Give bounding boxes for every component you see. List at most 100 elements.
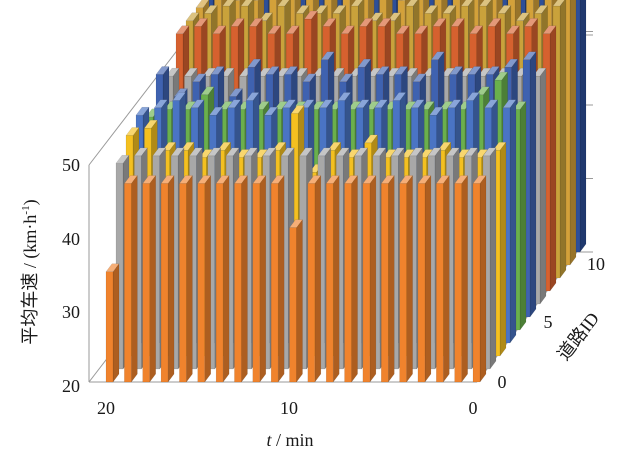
bar-top-face [280, 147, 295, 157]
bar-side-face [149, 174, 156, 383]
bar-top-face [125, 127, 140, 136]
bar-top-face [505, 25, 520, 34]
bar-top-face [449, 66, 464, 75]
bar-top-face [427, 147, 442, 157]
bar-side-face [332, 174, 340, 383]
bar-front-face [215, 183, 224, 383]
bar-top-face [412, 73, 427, 83]
bar-top-face [369, 12, 383, 21]
bar-top-face [222, 0, 235, 7]
bar-top-face [390, 147, 405, 157]
bar-top-face [362, 175, 377, 184]
bar-top-face [133, 147, 148, 157]
bar-top-face [115, 154, 130, 164]
bar-side-face [406, 174, 413, 383]
bar-top-face [255, 101, 270, 110]
bar-road-0-t-14 [215, 174, 230, 383]
bar-top-face [180, 141, 195, 151]
bar-side-face [241, 174, 248, 383]
bar-side-face [539, 67, 547, 305]
bar-top-face [450, 18, 465, 27]
y-tick-label-40: 40 [62, 229, 80, 249]
bar-top-face [357, 58, 372, 68]
bar-road-0-t-0 [472, 174, 487, 383]
bar-top-face [534, 5, 549, 14]
bar-front-face [160, 183, 169, 383]
bar-top-face [442, 5, 457, 14]
bar-road-0-t-16 [178, 174, 193, 383]
bar-top-face [289, 219, 303, 228]
bar-front-face [142, 183, 150, 383]
bar-top-face [172, 92, 187, 101]
bar-top-face [382, 149, 397, 158]
bar-top-face [344, 175, 359, 184]
bar-top-face [240, 0, 253, 7]
bar-top-face [439, 101, 454, 110]
bar-top-face [375, 66, 390, 75]
bar-top-face [319, 99, 333, 109]
bar-side-face [509, 99, 517, 344]
y-axis-title-sup: -1 [20, 205, 32, 214]
bar-top-face [247, 58, 262, 68]
bar-top-face [477, 67, 492, 77]
bar-front-face [252, 183, 261, 383]
bar-top-face [440, 67, 455, 77]
bar-top-face [155, 66, 170, 75]
bar-front-face [344, 183, 352, 383]
bar-front-face [270, 183, 279, 383]
bar-top-face [482, 147, 497, 157]
bar-top-face [492, 141, 507, 151]
bar-top-face [263, 106, 278, 116]
bar-top-face [532, 67, 547, 77]
bar-top-face [347, 101, 362, 110]
bar-top-face [212, 25, 227, 34]
z-tick-label-0: 0 [498, 372, 507, 392]
bar-top-face [170, 147, 185, 157]
bar-road-0-t-1 [454, 174, 469, 383]
bar-top-face [218, 101, 233, 110]
bar-top-face [143, 119, 158, 129]
bar-top-face [185, 12, 200, 21]
bar-top-face [395, 25, 410, 34]
bar-road-0-t-17 [160, 174, 175, 383]
z-tick-label-10: 10 [587, 254, 605, 274]
bar-top-face [359, 18, 373, 27]
bar-road-0-t-19 [123, 174, 138, 383]
bar-top-face [295, 5, 310, 14]
bar-top-face [414, 25, 429, 34]
x-axis-unit: / min [272, 430, 314, 450]
bar-top-face [310, 101, 325, 110]
bar-road-0-t-4 [399, 174, 414, 383]
bars-group [105, 0, 587, 383]
bar-road-0-t-15 [197, 174, 212, 383]
bar-side-face [222, 174, 230, 383]
bar-side-face [167, 174, 175, 383]
y-axis-title: 平均车速 / (km·h-1) [20, 199, 41, 344]
bar-top-face [512, 101, 527, 110]
bar-top-face [253, 149, 268, 158]
bar-top-face [257, 67, 272, 77]
bar-top-face [522, 51, 537, 60]
bar-top-face [484, 99, 499, 109]
bar-side-face [296, 218, 303, 383]
bar-front-face [105, 271, 114, 383]
bar-front-face [124, 183, 132, 383]
bar-side-face [388, 174, 395, 383]
x-tick-label-10: 10 [280, 398, 298, 418]
bar-top-face [153, 99, 168, 109]
bar-side-face [131, 174, 138, 383]
bar-top-face [345, 149, 360, 158]
bar-top-face [198, 149, 213, 158]
bar-top-face [392, 92, 407, 101]
bar-top-face [464, 147, 479, 157]
bar-top-face [340, 25, 355, 34]
bar-top-face [325, 175, 340, 184]
y-axis-title-tail: ) [20, 199, 41, 205]
bar-top-face [270, 175, 285, 184]
bar-top-face [420, 101, 435, 110]
bar-top-face [405, 0, 419, 7]
bar-top-face [504, 58, 519, 68]
bar-top-face [524, 18, 539, 27]
bar-front-face [381, 183, 389, 383]
bar-front-face [436, 183, 444, 383]
